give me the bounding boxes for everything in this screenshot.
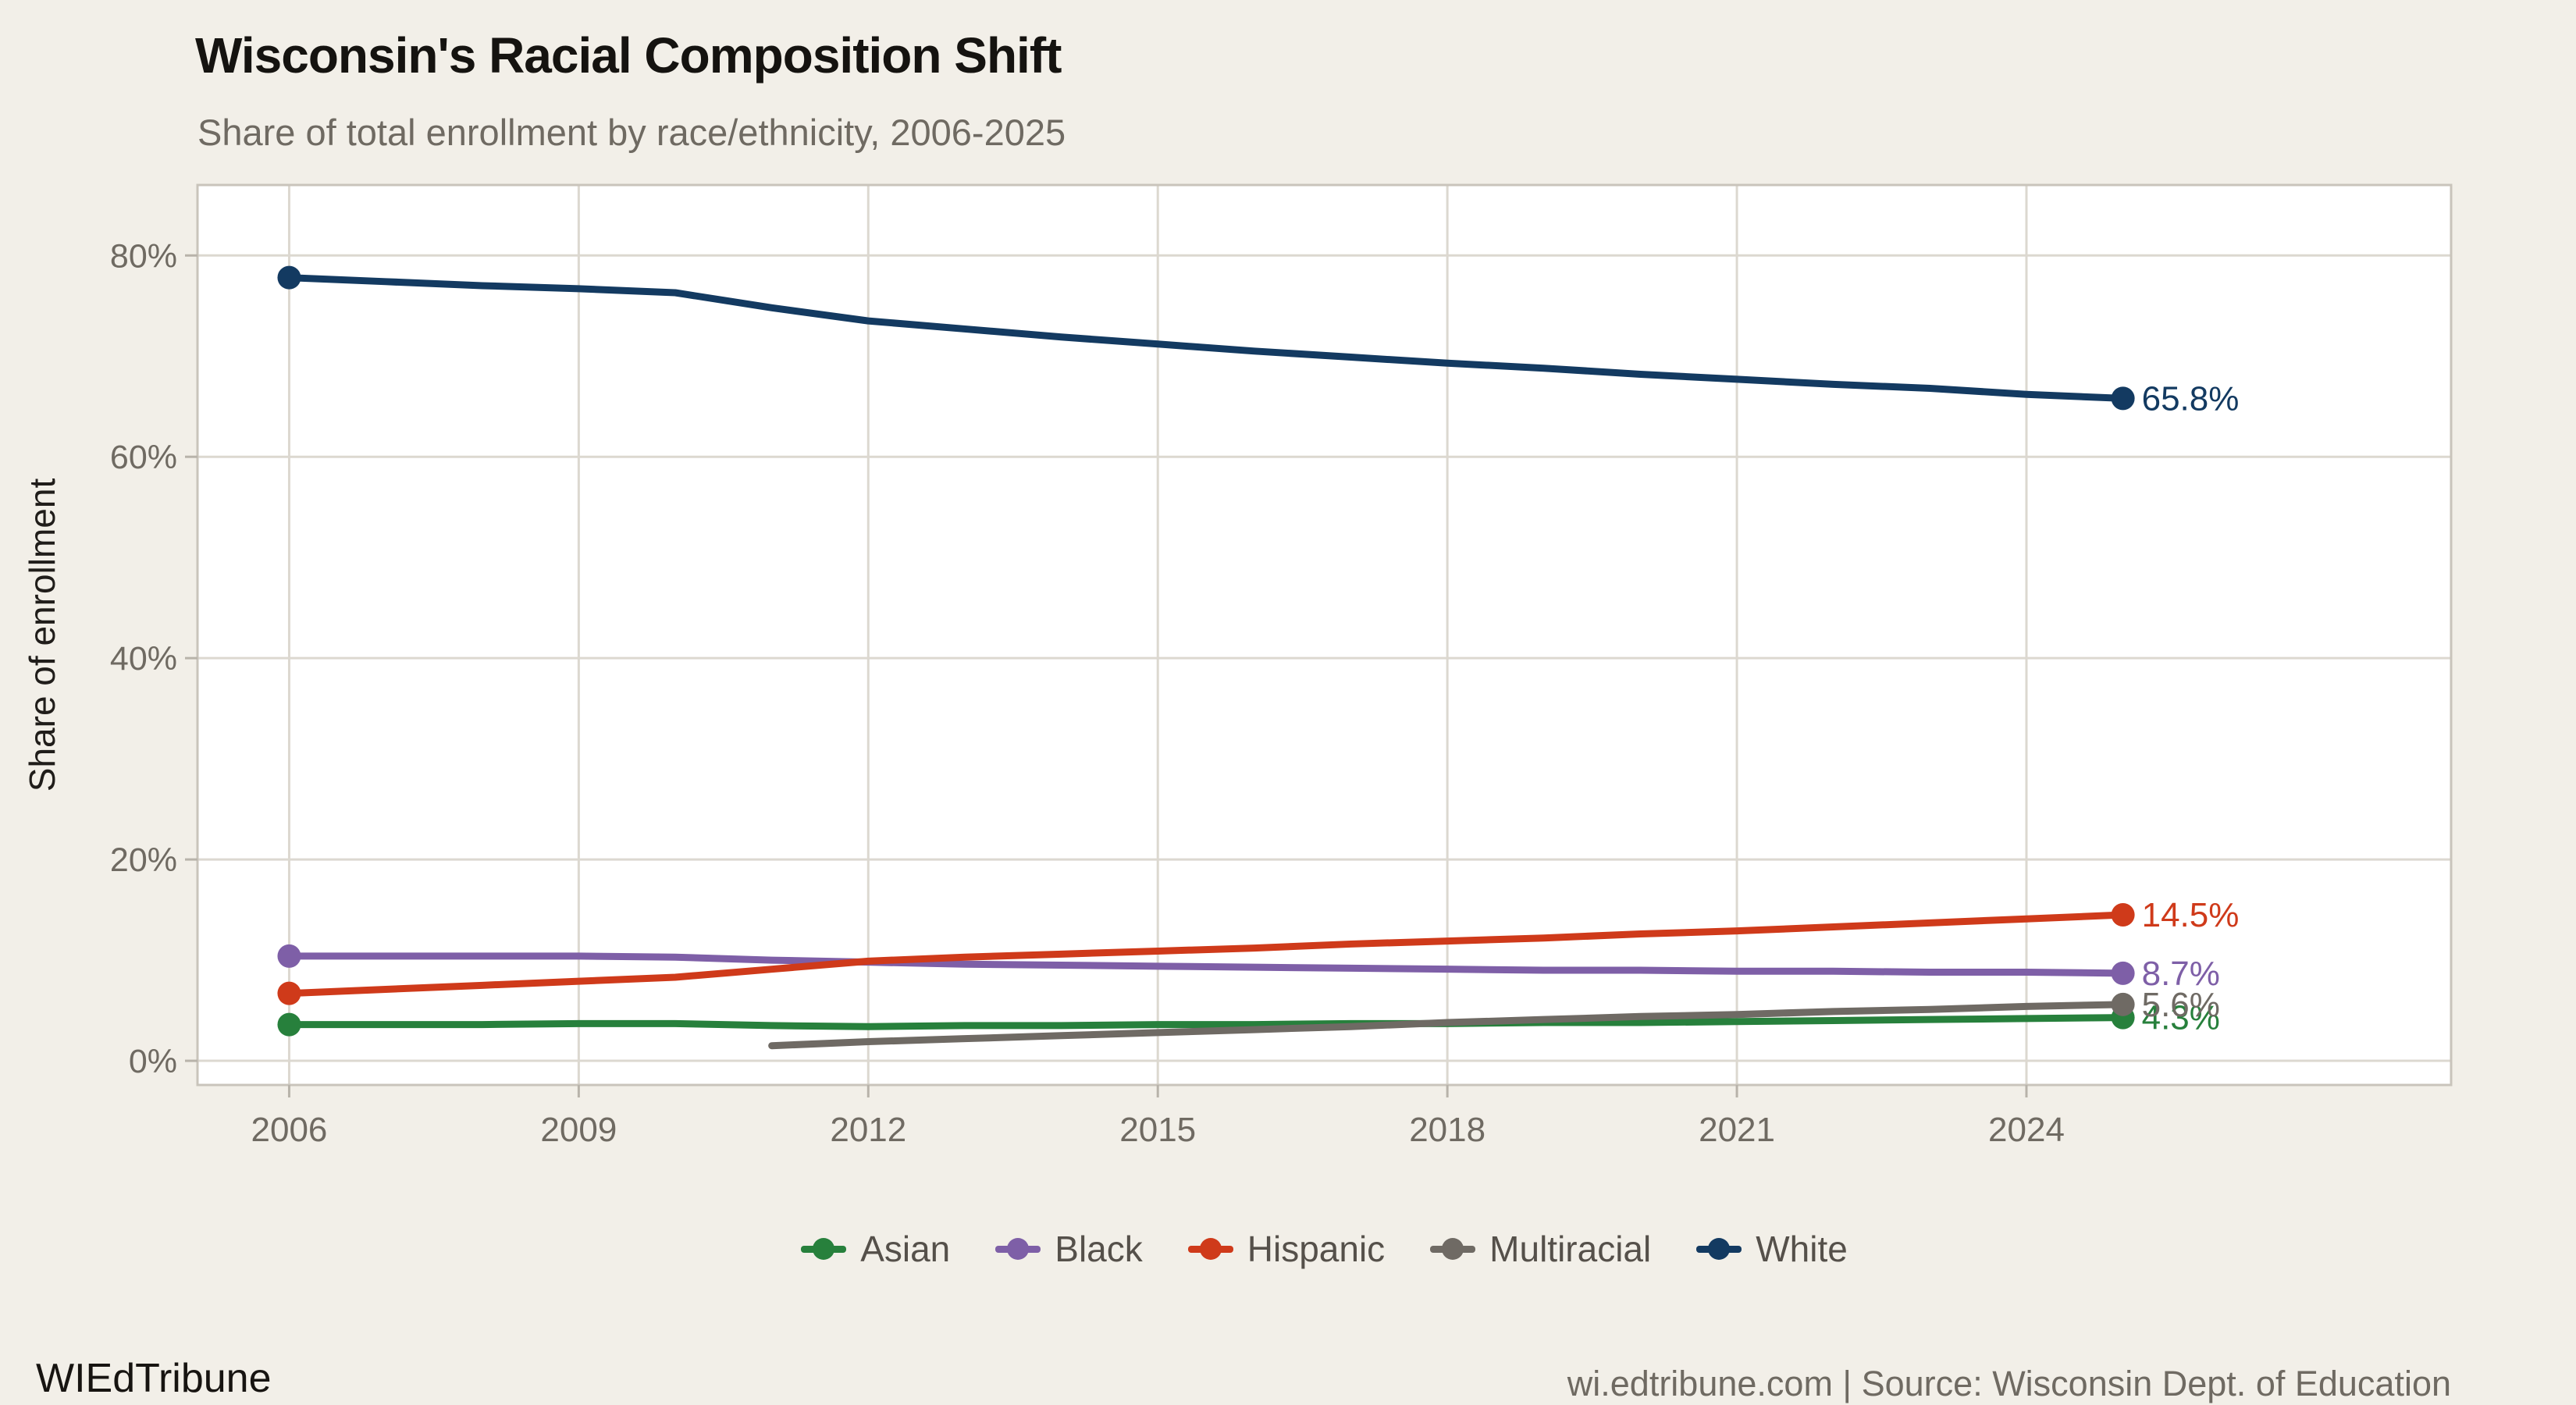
y-axis-title: Share of enrollment bbox=[22, 478, 62, 792]
x-axis-tick-label: 2012 bbox=[830, 1111, 906, 1149]
legend-marker-icon bbox=[1187, 1237, 1233, 1261]
x-axis-tick-label: 2009 bbox=[540, 1111, 617, 1149]
legend-item-black: Black bbox=[995, 1228, 1143, 1270]
source-attribution: wi.edtribune.com | Source: Wisconsin Dep… bbox=[1567, 1364, 2451, 1403]
x-axis-tick-label: 2021 bbox=[1699, 1111, 1775, 1149]
legend-item-hispanic: Hispanic bbox=[1187, 1228, 1386, 1270]
series-line-hispanic bbox=[285, 911, 2127, 998]
x-axis-tick-label: 2015 bbox=[1119, 1111, 1196, 1149]
series-end-dot-white bbox=[2111, 386, 2135, 411]
legend-marker-icon bbox=[801, 1237, 847, 1261]
legend-item-asian: Asian bbox=[801, 1228, 950, 1270]
x-axis-tick-label: 2006 bbox=[251, 1111, 328, 1149]
series-start-dot-hispanic bbox=[277, 981, 301, 1005]
series-end-label-black: 8.7% bbox=[2142, 955, 2220, 993]
x-axis-tick-label: 2018 bbox=[1409, 1111, 1485, 1149]
series-start-dot-asian bbox=[277, 1012, 301, 1037]
series-start-dot-white bbox=[277, 265, 301, 290]
legend-marker-icon bbox=[995, 1237, 1041, 1261]
series-end-dot-hispanic bbox=[2111, 903, 2135, 927]
legend-label: White bbox=[1756, 1229, 1848, 1269]
legend-label: Asian bbox=[860, 1229, 951, 1269]
legend-label: Hispanic bbox=[1247, 1229, 1386, 1269]
y-axis-tick-label: 40% bbox=[110, 640, 177, 678]
series-end-dot-multiracial bbox=[2111, 992, 2135, 1016]
y-axis-tick-label: 60% bbox=[110, 439, 177, 476]
series-end-label-hispanic: 14.5% bbox=[2142, 896, 2240, 934]
chart-legend: Asian Black Hispanic Multiracial White bbox=[197, 1224, 2451, 1274]
series-line-black bbox=[285, 952, 2127, 977]
legend-item-multiracial: Multiracial bbox=[1430, 1228, 1651, 1270]
series-end-dot-black bbox=[2111, 961, 2135, 985]
legend-marker-icon bbox=[1696, 1237, 1742, 1261]
legend-key-dot bbox=[813, 1238, 835, 1260]
x-axis-tick-label: 2024 bbox=[1988, 1111, 2065, 1149]
legend-key-dot bbox=[1708, 1238, 1731, 1260]
series-end-label-asian: 4.3% bbox=[2142, 999, 2220, 1037]
y-axis-tick-label: 80% bbox=[110, 237, 177, 275]
legend-key-dot bbox=[1442, 1238, 1464, 1260]
legend-marker-icon bbox=[1430, 1237, 1476, 1261]
series-line-white bbox=[285, 274, 2127, 402]
plot-panel bbox=[197, 185, 2451, 1085]
y-axis-tick-label: 20% bbox=[110, 841, 177, 879]
series-end-label-white: 65.8% bbox=[2142, 379, 2240, 418]
legend-item-white: White bbox=[1696, 1228, 1848, 1270]
brand-logo-text: WIEdTribune bbox=[36, 1356, 272, 1401]
plot-panel-border bbox=[196, 183, 2453, 1087]
series-end-label-multiracial: 5.6% bbox=[2142, 986, 2220, 1024]
series-line-multiracial bbox=[768, 1001, 2127, 1050]
y-axis-tick-label: 0% bbox=[129, 1043, 177, 1080]
legend-label: Black bbox=[1055, 1229, 1143, 1269]
chart-title: Wisconsin's Racial Composition Shift bbox=[195, 27, 1062, 84]
legend-label: Multiracial bbox=[1489, 1229, 1652, 1269]
series-start-dot-black bbox=[277, 944, 301, 968]
legend-key-dot bbox=[1199, 1238, 1222, 1260]
legend-key-dot bbox=[1007, 1238, 1030, 1260]
series-line-asian bbox=[285, 1014, 2127, 1030]
chart-subtitle: Share of total enrollment by race/ethnic… bbox=[197, 112, 1066, 153]
